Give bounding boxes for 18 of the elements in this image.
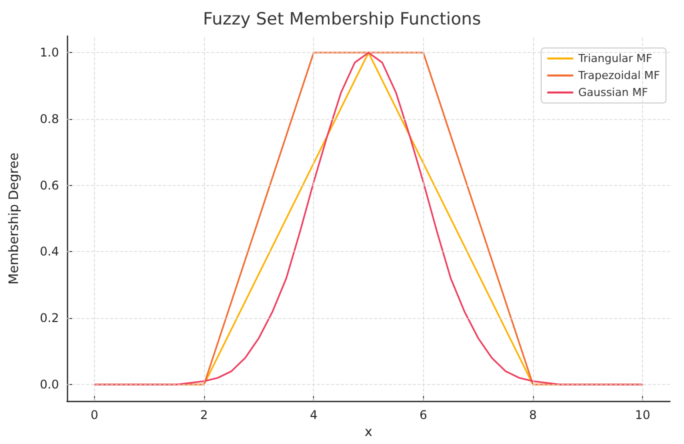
legend-label: Trapezoidal MF bbox=[577, 69, 660, 82]
x-tick-label: 0 bbox=[90, 408, 98, 422]
legend-label: Gaussian MF bbox=[578, 86, 648, 99]
y-tick-label: 0.6 bbox=[40, 178, 59, 192]
chart-title: Fuzzy Set Membership Functions bbox=[203, 10, 482, 30]
y-axis-title: Membership Degree bbox=[7, 152, 22, 284]
y-tick-label: 0.0 bbox=[40, 378, 59, 392]
y-tick-label: 0.8 bbox=[40, 112, 59, 126]
x-tick-label: 10 bbox=[634, 408, 650, 422]
x-tick-label: 4 bbox=[310, 408, 318, 422]
x-tick-label: 8 bbox=[529, 408, 537, 422]
y-tick-label: 0.2 bbox=[40, 311, 59, 326]
x-tick-label: 2 bbox=[200, 408, 208, 422]
x-tick-label: 6 bbox=[420, 408, 428, 422]
x-axis-title: x bbox=[364, 425, 373, 440]
y-tick-label: 1.0 bbox=[40, 46, 59, 60]
legend-label: Triangular MF bbox=[577, 52, 652, 65]
y-tick-label: 0.4 bbox=[40, 244, 59, 259]
